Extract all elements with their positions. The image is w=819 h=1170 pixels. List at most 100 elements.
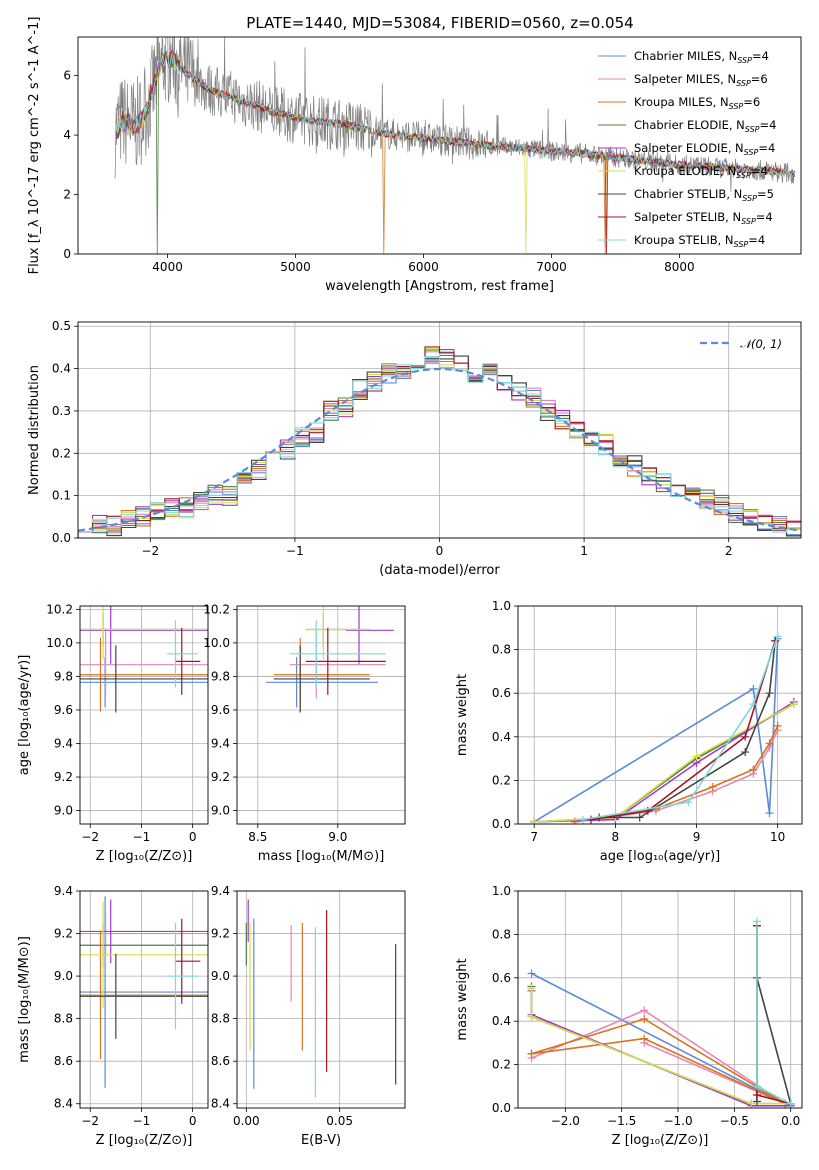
x-tick-label: −0.5 <box>720 1114 749 1128</box>
plot-area <box>80 606 208 713</box>
y-tick-label: 10.2 <box>203 602 230 616</box>
weight-marker <box>692 752 701 761</box>
x-tick-label: 0 <box>189 1114 197 1128</box>
weight-marker <box>640 1034 649 1043</box>
y-tick-label: 9.4 <box>211 737 230 751</box>
y-tick-label: 10.2 <box>46 602 73 616</box>
y-tick-label: 0.1 <box>52 489 71 503</box>
legend-item: Chabrier MILES, NSSP=4 <box>598 49 769 65</box>
massweight-vs-metallicity-panel: −2.0 −1.5 −1.0 −0.5 0.0 0.0 0.2 0.4 0.6 0.8 1.0 Z [… <box>455 884 803 1148</box>
x-tick-label: 8000 <box>664 260 695 274</box>
weight-marker <box>789 700 798 709</box>
weights-salpeter_miles <box>531 1009 786 1105</box>
weight-marker <box>765 809 774 818</box>
model-chabrier_stelib <box>115 51 795 176</box>
weight-marker <box>640 1006 649 1015</box>
plot-area <box>114 37 796 254</box>
y-tick-label: 0.0 <box>52 531 71 545</box>
weights-salpeter_elodie <box>534 701 795 823</box>
legend-label-tail: =5 <box>757 187 774 201</box>
weight-marker <box>747 1099 756 1108</box>
legend-label-sub: SSP <box>736 171 751 180</box>
weight-marker <box>765 739 774 748</box>
y-tick-label: 8.6 <box>211 1054 230 1068</box>
weights-chabrier_miles <box>533 638 779 823</box>
y-axis-label: Flux [f_λ 10^-17 erg cm^-2 s^-1 A^-1] <box>27 17 42 275</box>
legend-label-tail: =4 <box>752 49 769 63</box>
weight-marker <box>749 765 758 774</box>
weight-marker <box>684 798 693 807</box>
weight-marker <box>741 748 750 757</box>
mass-vs-metallicity-panel: −2 −1 0 8.4 8.6 8.8 9.0 9.2 9.4 Z [log₁₀(Z/Z⊙)] ma… <box>17 884 209 1148</box>
weights-salpeter_stelib <box>590 640 776 821</box>
legend-item: Salpeter ELODIE, NSSP=4 <box>598 141 775 157</box>
legend-item: Salpeter MILES, NSSP=6 <box>598 72 768 88</box>
histogram-kroupa_stelib <box>78 356 801 538</box>
x-axis-label: wavelength [Angstrom, rest frame] <box>325 279 554 294</box>
legend-item: Kroupa STELIB, NSSP=4 <box>598 233 765 249</box>
weights-kroupa_miles <box>574 725 779 823</box>
weight-marker <box>773 632 782 641</box>
x-tick-label: 0.05 <box>326 1114 353 1128</box>
x-tick-label: −1.5 <box>607 1114 636 1128</box>
weight-marker <box>640 1015 649 1024</box>
y-tick-label: 10.0 <box>203 636 230 650</box>
model-chabrier_miles <box>115 50 796 177</box>
y-tick-label: 0 <box>63 247 71 261</box>
y-tick-label: 9.0 <box>211 969 230 983</box>
y-tick-label: 9.8 <box>54 669 73 683</box>
x-tick-label: 9.0 <box>328 830 347 844</box>
y-tick-label: 0.2 <box>52 446 71 460</box>
y-axis-label: age [log₁₀(age/yr)] <box>17 655 32 776</box>
axes-frame <box>236 605 406 825</box>
legend: 𝒩(0, 1) <box>700 337 782 351</box>
x-tick-label: 2 <box>725 544 733 558</box>
weights-kroupa_stelib <box>756 921 792 1105</box>
weights-chabrier_stelib <box>756 925 792 1104</box>
weight-marker <box>765 689 774 698</box>
y-tick-label: 2 <box>63 188 71 202</box>
legend-label: 𝒩(0, 1) <box>740 337 782 351</box>
model-salpeter_elodie <box>115 49 795 178</box>
y-tick-label: 9.2 <box>211 927 230 941</box>
x-tick-label: 9 <box>693 830 701 844</box>
x-tick-label: −1 <box>286 544 304 558</box>
weight-marker <box>752 917 761 926</box>
weight-marker <box>749 700 758 709</box>
y-tick-label: 0.6 <box>492 971 511 985</box>
x-axis-label: (data-model)/error <box>379 563 500 578</box>
y-tick-label: 1.0 <box>492 884 511 898</box>
y-tick-label: 0.3 <box>52 404 71 418</box>
y-tick-label: 9.2 <box>211 770 230 784</box>
y-tick-label: 9.4 <box>54 737 73 751</box>
x-tick-label: −2 <box>141 544 159 558</box>
y-tick-label: 9.4 <box>211 884 230 898</box>
legend-label-base: Kroupa ELODIE, N <box>634 164 736 178</box>
weight-marker <box>752 1082 761 1091</box>
plot-area <box>265 606 394 713</box>
gaussian-curve <box>78 367 801 532</box>
legend-item: Kroupa MILES, NSSP=6 <box>598 95 760 111</box>
plot-area <box>527 917 795 1108</box>
y-tick-label: 9.0 <box>54 969 73 983</box>
axes-frame <box>517 890 803 1109</box>
x-axis-label: age [log₁₀(age/yr)] <box>600 849 721 864</box>
legend-label-sub: SSP <box>744 148 759 157</box>
y-tick-label: 6 <box>63 69 71 83</box>
legend-label-sub: SSP <box>741 217 756 226</box>
x-axis-label: Z [log₁₀(Z/Z⊙)] <box>96 1133 193 1148</box>
observed-spectrum <box>114 37 795 193</box>
legend-label-sub: SSP <box>745 125 760 134</box>
weights-kroupa_elodie <box>534 703 795 823</box>
residual-histogram-panel: 𝒩(0, 1) −2 −1 0 1 2 0.0 0.1 0.2 0.3 0.4 0.5 (data-mo… <box>27 319 802 578</box>
histogram-salpeter_stelib <box>78 346 801 538</box>
legend-label-tail: =4 <box>758 141 775 155</box>
y-axis-label: mass [log₁₀(M/M⊙)] <box>17 936 32 1063</box>
legend-label-base: Chabrier ELODIE, N <box>634 118 745 132</box>
x-tick-label: 10 <box>770 830 785 844</box>
y-tick-label: 9.0 <box>211 804 230 818</box>
weight-marker <box>741 732 750 741</box>
y-tick-label: 0.2 <box>492 1058 511 1072</box>
age-vs-metallicity-panel: −2 −1 0 9.0 9.2 9.4 9.6 9.8 10.0 10.2 Z [log₁₀(Z/Z… <box>17 602 209 864</box>
legend-label-tail: =4 <box>751 164 768 178</box>
